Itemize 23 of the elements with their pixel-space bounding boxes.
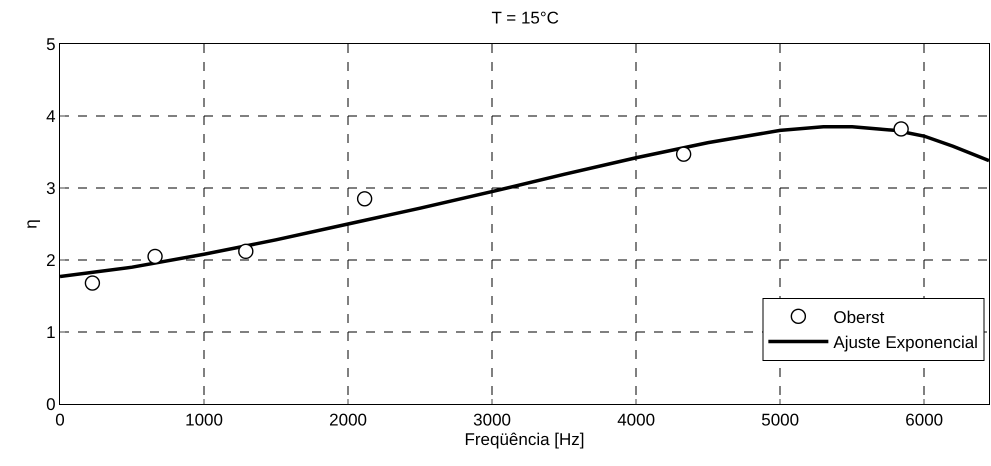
y-axis-title: η: [22, 219, 41, 229]
y-tick-label: 0: [46, 394, 56, 414]
y-tick-label: 2: [46, 250, 56, 270]
y-tick-label: 5: [46, 34, 56, 54]
point: [356, 191, 372, 206]
point: [238, 244, 254, 260]
chart-title: T = 15°C: [492, 8, 559, 28]
x-tick-label: 2000: [329, 410, 367, 430]
point: [893, 121, 909, 137]
point: [676, 146, 692, 162]
x-tick-label: 1000: [185, 410, 223, 430]
x-tick-label: 6000: [905, 410, 944, 430]
legend-label: Oberst: [833, 308, 885, 327]
point: [147, 248, 163, 264]
x-axis-title: Freqüência [Hz]: [464, 430, 584, 449]
point: [84, 275, 100, 291]
y-tick-label: 1: [46, 322, 56, 342]
y-tick-label: 3: [46, 178, 56, 198]
legend-label: Ajuste Exponencial: [833, 333, 978, 352]
y-tick-label: 4: [46, 106, 56, 126]
x-tick-label: 3000: [473, 410, 512, 430]
x-tick-label: 4000: [617, 410, 656, 430]
x-tick-label: 5000: [761, 410, 800, 430]
